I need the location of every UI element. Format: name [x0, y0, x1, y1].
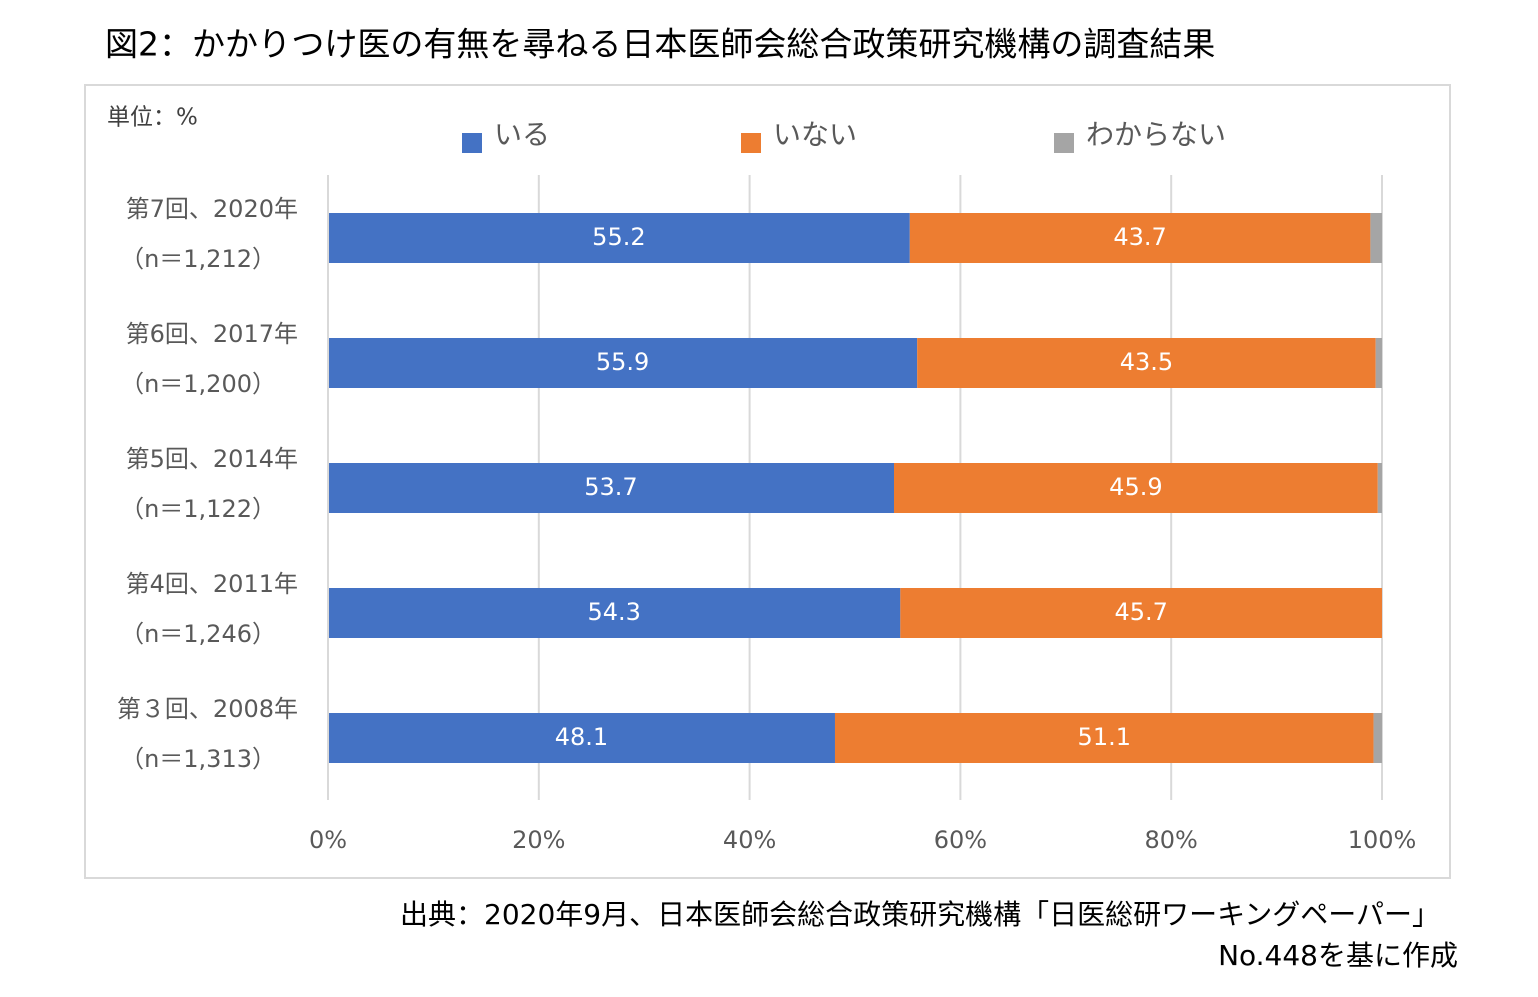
bar-segment: [328, 338, 918, 388]
x-tick-label: 20%: [512, 826, 565, 854]
bar-segment: [328, 588, 901, 638]
x-tick-label: 60%: [934, 826, 987, 854]
x-tick-label: 0%: [309, 826, 347, 854]
y-tick-label: 第6回、2017年: [126, 320, 298, 348]
bar-segment: [893, 463, 1378, 513]
bar-segment: [917, 338, 1376, 388]
bar-segment: [909, 213, 1371, 263]
data-label: 43.7: [1113, 223, 1166, 251]
data-label: 48.1: [555, 723, 608, 751]
source: No.448を基に作成: [1218, 939, 1458, 972]
y-tick-label: 第4回、2011年: [126, 570, 298, 598]
y-tick-sublabel: （n＝1,313）: [120, 745, 276, 773]
legend-label: いる: [494, 118, 550, 151]
y-tick-sublabel: （n＝1,212）: [120, 245, 276, 273]
data-label: 54.3: [587, 598, 640, 626]
bar-segment: [900, 588, 1382, 638]
bar-segment: [834, 713, 1374, 763]
bar-segment: [328, 463, 894, 513]
bar-segment: [1375, 338, 1382, 388]
unit-label: 単位：%: [107, 105, 198, 131]
y-tick-label: 第３回、2008年: [117, 695, 298, 723]
source: 出典：2020年9月、日本医師会総合政策研究機構「日医総研ワーキングペーパー」: [400, 898, 1440, 931]
legend-label: いない: [773, 118, 857, 151]
legend-swatch: [741, 133, 761, 153]
data-label: 55.2: [592, 223, 645, 251]
data-label: 45.9: [1109, 473, 1162, 501]
chart-title: 図2：かかりつけ医の有無を尋ねる日本医師会総合政策研究機構の調査結果: [105, 25, 1215, 64]
data-label: 53.7: [584, 473, 637, 501]
y-tick-label: 第7回、2020年: [126, 195, 298, 223]
bar-segment: [328, 213, 910, 263]
data-label: 55.9: [596, 348, 649, 376]
data-label: 43.5: [1120, 348, 1173, 376]
y-tick-sublabel: （n＝1,200）: [120, 370, 276, 398]
bar-segment: [1373, 713, 1382, 763]
bar-segment: [1377, 463, 1382, 513]
bar-segment: [1370, 213, 1382, 263]
data-label: 51.1: [1078, 723, 1131, 751]
y-tick-sublabel: （n＝1,246）: [120, 620, 276, 648]
x-tick-label: 80%: [1145, 826, 1198, 854]
y-tick-sublabel: （n＝1,122）: [120, 495, 276, 523]
legend-swatch: [1054, 133, 1074, 153]
bar-segment: [328, 713, 835, 763]
y-tick-label: 第5回、2014年: [126, 445, 298, 473]
data-label: 45.7: [1114, 598, 1167, 626]
x-tick-label: 40%: [723, 826, 776, 854]
legend-swatch: [462, 133, 482, 153]
legend-label: わからない: [1086, 118, 1226, 151]
chart-frame: [84, 84, 1451, 879]
x-tick-label: 100%: [1348, 826, 1417, 854]
